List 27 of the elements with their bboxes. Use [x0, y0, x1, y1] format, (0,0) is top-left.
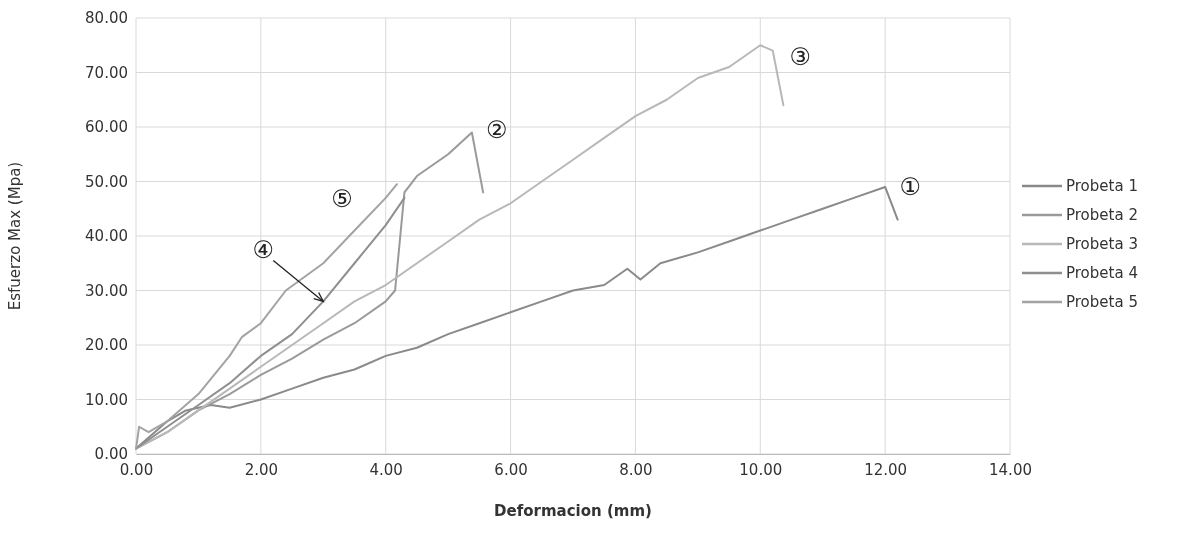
x-tick-label: 10.00	[739, 460, 783, 479]
y-tick-label: 20.00	[85, 336, 128, 355]
x-axis-title: Deformacion (mm)	[494, 502, 652, 520]
legend-label: Probeta 3	[1066, 235, 1138, 253]
y-tick-label: 80.00	[85, 9, 128, 28]
legend-label: Probeta 5	[1066, 293, 1138, 311]
annotation: ⑤	[331, 185, 353, 214]
y-tick-label: 30.00	[85, 281, 128, 300]
legend-label: Probeta 1	[1066, 177, 1138, 195]
annotation: ②	[486, 116, 508, 145]
x-tick-label: 14.00	[989, 460, 1032, 479]
y-axis-title: Esfuerzo Max (Mpa)	[6, 161, 24, 311]
x-tick-label: 2.00	[244, 460, 279, 479]
legend-label: Probeta 4	[1066, 264, 1138, 282]
y-tick-label: 50.00	[85, 172, 128, 191]
x-tick-label: 4.00	[369, 460, 403, 479]
x-tick-label: 8.00	[619, 460, 653, 479]
annotation: ③	[789, 43, 812, 72]
annotation: ①	[899, 172, 921, 201]
y-tick-label: 70.00	[85, 63, 128, 82]
y-tick-label: 10.00	[85, 390, 128, 409]
annotation: ④	[252, 236, 275, 265]
legend-label: Probeta 2	[1066, 206, 1138, 224]
x-tick-label: 6.00	[494, 460, 528, 479]
y-tick-label: 60.00	[85, 118, 128, 137]
y-tick-label: 40.00	[85, 227, 128, 246]
x-tick-label: 12.00	[864, 460, 908, 479]
